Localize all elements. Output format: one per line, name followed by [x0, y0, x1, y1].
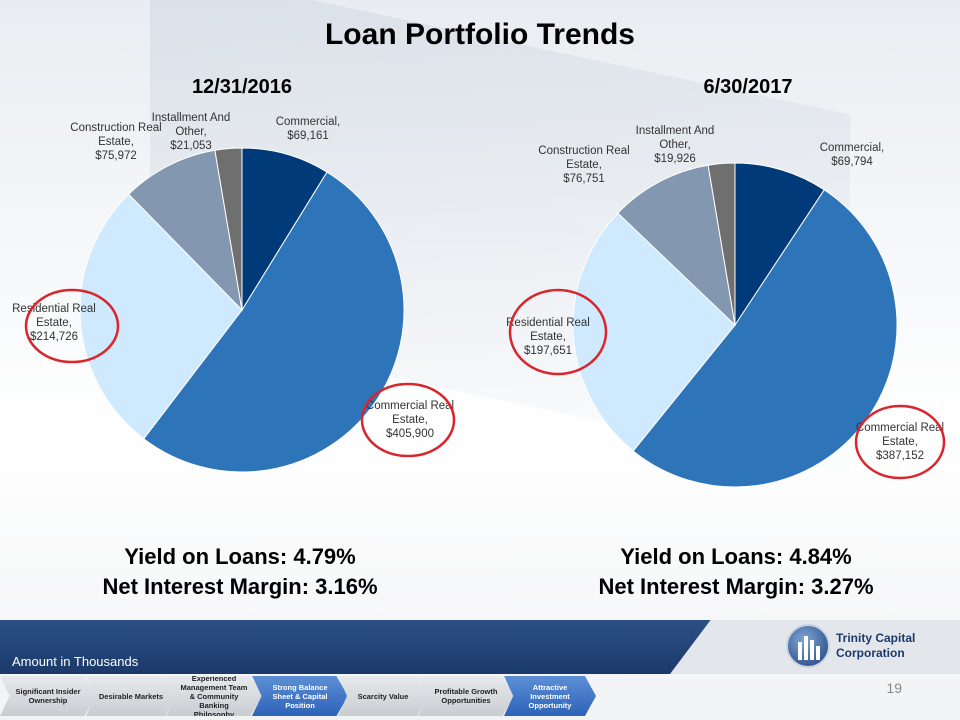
yield-on-loans-2017: Yield on Loans: 4.84%	[620, 544, 852, 569]
logo-line-2: Corporation	[836, 646, 905, 660]
nav-step-profitable-growth-opportunities: Profitable Growth Opportunities	[418, 676, 514, 716]
nav-step-experienced-management-team-community-banking-philosophy: Experienced Management Team & Community …	[166, 676, 262, 716]
nav-step-desirable-markets: Desirable Markets	[86, 676, 176, 716]
label-commercial-real-estate: Commercial Real Estate, $387,152	[856, 422, 944, 462]
label-construction-real-estate: Construction Real Estate, $75,972	[70, 122, 161, 162]
metrics-2017: Yield on Loans: 4.84% Net Interest Margi…	[526, 542, 946, 602]
label-commercial: Commercial, $69,161	[276, 116, 341, 142]
logo-text: Trinity Capital Corporation	[836, 631, 936, 661]
slice-commercial	[734, 162, 825, 327]
pie-charts: Commercial, $69,161 Commercial Real Estate,…	[12, 112, 946, 488]
highlight-circle-residential-real-estate	[508, 288, 608, 376]
highlight-circle-residential-real-estate	[24, 288, 120, 364]
slice-installment-and-other	[707, 162, 736, 326]
nav-step-significant-insider-ownership: Significant Insider Ownership	[0, 676, 96, 716]
progress-nav: Significant Insider Ownership Desirable M…	[0, 676, 960, 718]
building-logo-icon	[786, 624, 830, 668]
highlight-circle-commercial-real-estate	[360, 382, 456, 458]
slice-construction-real-estate	[127, 149, 243, 312]
label-construction-real-estate: Construction Real Estate, $76,751	[538, 145, 629, 185]
nav-step-scarcity-value: Scarcity Value	[338, 676, 428, 716]
nav-step-attractive-investment-opportunity: Attractive Investment Opportunity	[504, 676, 596, 716]
slice-construction-real-estate	[617, 164, 736, 327]
logo-line-1: Trinity Capital	[836, 631, 916, 645]
metrics-2016: Yield on Loans: 4.79% Net Interest Margi…	[30, 542, 450, 602]
company-logo: Trinity Capital Corporation	[786, 624, 936, 668]
page-number: 19	[886, 680, 902, 696]
net-interest-margin-2016: Net Interest Margin: 3.16%	[102, 574, 378, 599]
label-commercial: Commercial, $69,794	[820, 142, 885, 168]
slice-commercial	[241, 147, 328, 312]
slice-residential-real-estate	[79, 193, 243, 440]
page-title: Loan Portfolio Trends	[324, 18, 635, 51]
pie-chart-2017: Commercial, $69,794 Commercial Real Estate,…	[506, 125, 946, 488]
highlight-circle-commercial-real-estate	[854, 404, 946, 480]
slice-commercial-real-estate	[142, 171, 405, 473]
slice-installment-and-other	[214, 147, 243, 311]
nav-step-strong-balance-sheet-capital-position: Strong Balance Sheet & Capital Position	[252, 676, 348, 716]
net-interest-margin-2017: Net Interest Margin: 3.27%	[598, 574, 874, 599]
label-commercial-real-estate: Commercial Real Estate, $405,900	[366, 400, 454, 440]
yield-on-loans-2016: Yield on Loans: 4.79%	[124, 544, 356, 569]
pie-chart-2016: Commercial, $69,161 Commercial Real Estate,…	[12, 112, 456, 473]
pie-title-2016: 12/31/2016	[191, 76, 293, 98]
pie-title-2017: 6/30/2017	[703, 76, 793, 98]
label-residential-real-estate: Residential Real Estate, $197,651	[506, 317, 590, 357]
label-installment-and-other: Installment And Other, $21,053	[152, 112, 231, 152]
label-installment-and-other: Installment And Other, $19,926	[636, 125, 715, 165]
slice-residential-real-estate	[572, 212, 736, 452]
amount-note: Amount in Thousands	[12, 654, 139, 669]
